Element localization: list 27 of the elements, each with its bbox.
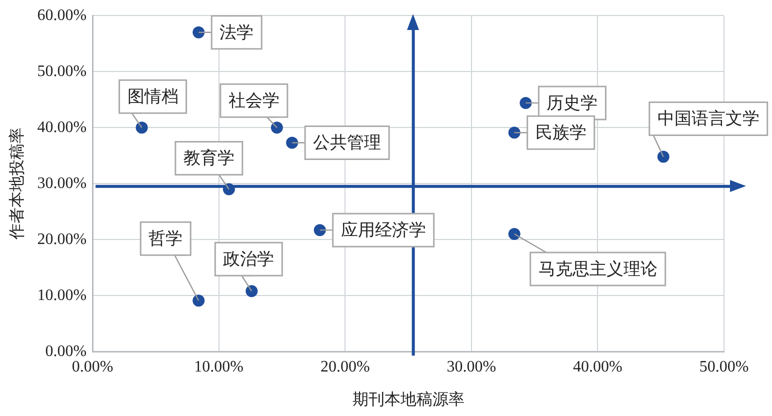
annotation: 教育学 [183, 148, 234, 168]
y-tick-label: 40.00% [37, 118, 87, 136]
x-axis-title: 期刊本地稿源率 [352, 390, 464, 409]
x-tick-label: 20.00% [320, 358, 370, 376]
annotation: 法学 [220, 22, 254, 42]
annotation: 应用经济学 [340, 220, 426, 240]
annotation: 哲学 [148, 229, 183, 248]
annotation: 历史学 [546, 93, 598, 112]
y-axis-title: 作者本地投稿率 [8, 128, 26, 241]
y-tick-label: 0.00% [45, 342, 87, 360]
y-tick-label: 20.00% [37, 230, 87, 248]
annotation: 马克思主义理论 [538, 259, 658, 278]
x-tick-label: 50.00% [699, 358, 749, 376]
annotation: 图情档 [127, 87, 178, 106]
x-tick-label: 10.00% [194, 358, 244, 376]
annotation: 民族学 [535, 123, 586, 142]
annotation: 中国语言文学 [657, 109, 760, 128]
y-tick-label: 50.00% [37, 62, 87, 80]
y-tick-label: 60.00% [37, 6, 87, 24]
annotation: 公共管理 [313, 133, 382, 152]
annotation: 社会学 [228, 91, 280, 110]
x-tick-label: 40.00% [573, 358, 622, 376]
y-tick-label: 10.00% [37, 286, 87, 304]
y-tick-label: 30.00% [37, 174, 87, 192]
x-tick-label: 30.00% [446, 358, 496, 376]
annotation: 政治学 [223, 250, 274, 269]
x-tick-label: 0.00% [72, 358, 114, 376]
